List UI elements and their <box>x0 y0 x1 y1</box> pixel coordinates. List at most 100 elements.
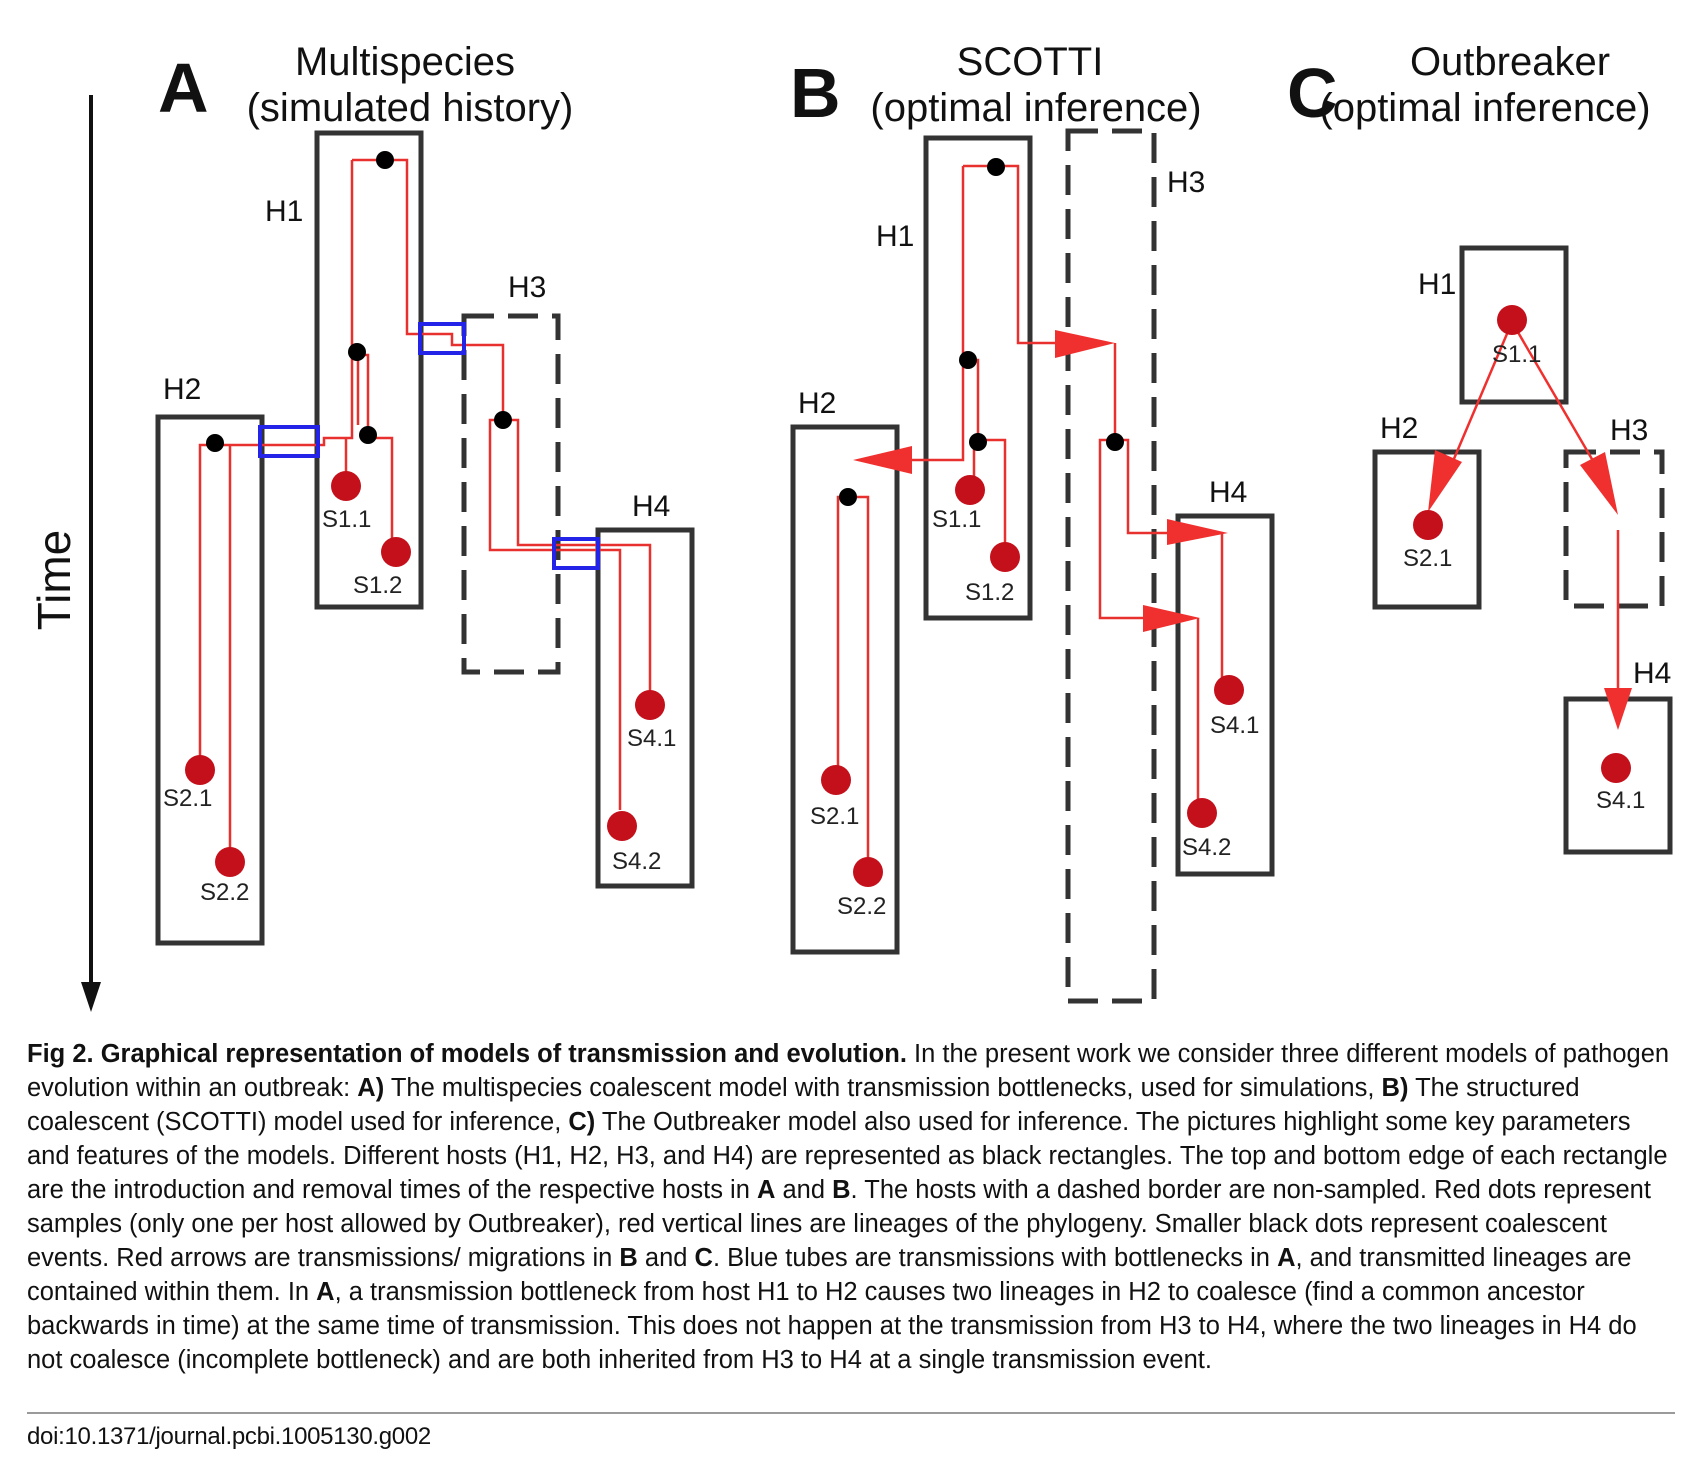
panel-a-title-line1: Multispecies <box>295 40 515 84</box>
panel-b-letter: B <box>790 54 841 132</box>
panel-c-host-h3 <box>1563 449 1665 609</box>
caption-text: , and transmitted lineages are contained… <box>27 1244 1632 1306</box>
panel-b-host-h1 <box>923 135 1033 621</box>
panel-a-sample-s41-label: S4.1 <box>627 725 676 752</box>
panel-b-host-h3 <box>1065 128 1157 1004</box>
panel-a-sample-s21-dot <box>185 755 215 785</box>
panel-a-coalescent-dot <box>348 343 366 361</box>
panel-c-host-h1-label: H1 <box>1418 268 1456 301</box>
panel-b-sample-s11-dot <box>955 475 985 505</box>
caption-ref: B <box>619 1244 638 1272</box>
panel-a-tube-h1-h3 <box>418 322 466 355</box>
panel-a-host-h4 <box>595 527 695 889</box>
panel-b-samples <box>821 475 1244 887</box>
time-axis-arrowhead <box>81 982 101 1012</box>
caption-text: . Blue tubes are transmissions with bott… <box>712 1244 1278 1272</box>
caption-text: The Outbreaker model also used for infer… <box>27 1108 1668 1204</box>
caption-text: The structured coalescent (SCOTTI) model… <box>27 1074 1580 1136</box>
panel-a-sample-s11-dot <box>331 471 361 501</box>
time-axis-label: Time <box>28 530 80 631</box>
caption-ref: B <box>832 1176 851 1204</box>
panel-b-host-h4 <box>1175 513 1275 877</box>
panel-c-title-line2: (optimal inference) <box>1319 86 1650 130</box>
panel-a-samples <box>185 471 665 877</box>
panel-c-arrow-h1-to-h3-head <box>1580 452 1618 515</box>
panel-b-transmission-arrows <box>853 330 1228 632</box>
panel-b-sample-s12-label: S1.2 <box>965 579 1014 606</box>
panel-c-arrow-h3-to-h4-head <box>1604 688 1632 730</box>
panel-c-sample-s21-label: S2.1 <box>1403 545 1452 572</box>
panel-a-lineage-h1-root <box>350 158 505 420</box>
panel-b-lineage-h3 <box>1098 343 1180 620</box>
panel-c-host-h1 <box>1459 245 1569 405</box>
caption-text: , a transmission bottleneck from host H1… <box>27 1278 1637 1374</box>
panel-b-host-h3-label: H3 <box>1167 166 1205 199</box>
caption-ref: B) <box>1381 1074 1409 1102</box>
panel-b-arrow-h3-to-h4-bottom <box>1143 605 1200 632</box>
panel-b-arrow-h1-to-h3 <box>1055 330 1115 358</box>
panel-a-lineages <box>198 158 652 860</box>
caption-text: . The hosts with a dashed border are non… <box>27 1176 1651 1272</box>
panel-b-sample-s22-dot <box>853 857 883 887</box>
panel-a-lineage-h3-to-h4 <box>488 418 652 810</box>
panel-a-lineage-h1-inner <box>356 353 370 438</box>
panel-b-sample-s11-label: S1.1 <box>932 506 981 533</box>
panel-a-host-h3 <box>461 313 561 675</box>
panel-c-host-h2-label: H2 <box>1380 412 1418 445</box>
panel-c-host-h4-label: H4 <box>1633 657 1671 690</box>
caption-ref: A <box>756 1176 776 1204</box>
panel-a-coalescent-dot <box>494 411 512 429</box>
panel-b: B SCOTTI (optimal inference) H1 H2 H3 H4 <box>790 40 1275 1004</box>
panel-a-sample-s12-label: S1.2 <box>353 572 402 599</box>
panel-a-coalescent-dot <box>359 426 377 444</box>
panel-b-coalescent-dot <box>1106 433 1124 451</box>
panel-a-sample-s42-label: S4.2 <box>612 848 661 875</box>
panel-a-letter: A <box>158 49 209 127</box>
caption-text: In the present work we consider three di… <box>27 1040 1670 1102</box>
caption-ref: A <box>316 1278 335 1306</box>
panel-b-coalescent-dot <box>987 158 1005 176</box>
panel-a-tube-h1-h2 <box>258 425 320 458</box>
panel-c-samples <box>1413 305 1631 783</box>
panel-c: C Outbreaker (optimal inference) H1 H2 H… <box>1287 40 1673 855</box>
panel-b-coalescent-dot <box>969 433 987 451</box>
panel-b-sample-s12-dot <box>990 542 1020 572</box>
panel-b-sample-s21-label: S2.1 <box>810 803 859 830</box>
panel-b-arrow-h1-to-h2 <box>853 446 912 474</box>
caption-figure-label: Fig 2. <box>27 1040 94 1068</box>
panel-b-host-h2-label: H2 <box>798 387 836 420</box>
panel-a-coalescent-dot <box>376 151 394 169</box>
figure-caption: Fig 2. Graphical representation of model… <box>27 1037 1675 1377</box>
panel-a-host-h4-label: H4 <box>632 490 670 523</box>
doi-text: doi:10.1371/journal.pcbi.1005130.g002 <box>27 1423 431 1450</box>
panel-c-sample-s41-label: S4.1 <box>1596 787 1645 814</box>
panel-b-sample-s22-label: S2.2 <box>837 893 886 920</box>
caption-ref: C) <box>568 1108 596 1136</box>
panel-b-coalescent-dot <box>959 351 977 369</box>
panel-a-sample-s41-dot <box>635 690 665 720</box>
panel-a-host-h1-label: H1 <box>265 195 303 228</box>
panel-b-coalescent-dot <box>839 488 857 506</box>
caption-ref: A <box>1277 1244 1296 1272</box>
panel-a-lineage-h1-s12 <box>368 436 394 550</box>
panel-b-sample-s21-dot <box>821 765 851 795</box>
caption-title: Graphical representation of models of tr… <box>100 1040 907 1068</box>
caption-text: The multispecies coalescent model with t… <box>384 1074 1382 1102</box>
panel-c-host-h3-label: H3 <box>1610 414 1648 447</box>
panel-a-sample-s11-label: S1.1 <box>322 506 371 533</box>
panel-c-sample-s41-dot <box>1601 753 1631 783</box>
panel-c-transmission-arrows <box>1428 321 1632 730</box>
panel-c-sample-s11-dot <box>1497 305 1527 335</box>
panel-b-sample-s41-dot <box>1214 675 1244 705</box>
panel-a-sample-s22-dot <box>215 847 245 877</box>
panel-a-host-h3-label: H3 <box>508 271 546 304</box>
panel-b-coalescent-events <box>839 158 1124 506</box>
panel-c-sample-s21-dot <box>1413 510 1443 540</box>
panel-a-host-h1 <box>314 130 424 610</box>
panel-b-lineage-h4 <box>1196 533 1224 810</box>
panel-a-tube-h3-h4 <box>552 537 600 570</box>
panel-b-sample-s42-label: S4.2 <box>1182 834 1231 861</box>
panel-a-coalescent-events <box>206 151 512 452</box>
panel-c-arrow-h1-to-h2-shaft <box>1443 321 1514 481</box>
panel-a-host-h2-label: H2 <box>163 373 201 406</box>
